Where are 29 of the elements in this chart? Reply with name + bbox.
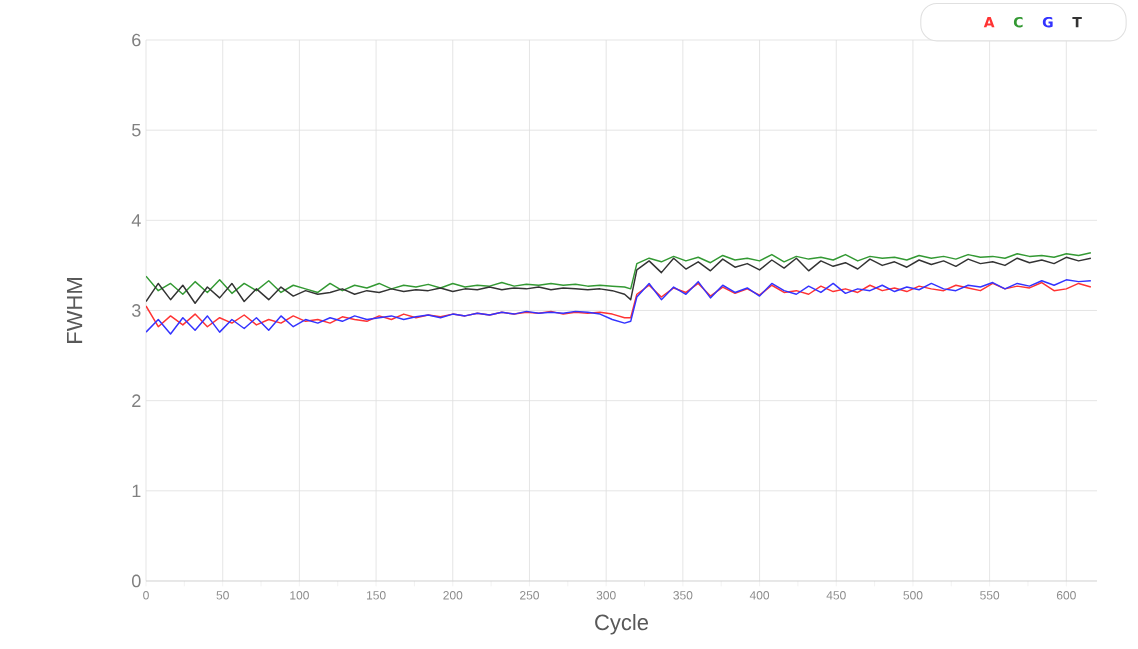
x-tick-label: 200	[443, 591, 463, 600]
y-tick-label: 2	[132, 394, 141, 407]
text: T	[1072, 17, 1082, 28]
text: C	[1013, 16, 1023, 28]
y-tick-label: 5	[132, 123, 141, 137]
text: G	[1042, 16, 1053, 28]
x-tick-label: 350	[673, 591, 693, 600]
y-axis-title: FWHM	[67, 278, 83, 343]
y-tick-label: 1	[132, 484, 141, 498]
y-tick-label: 0	[132, 574, 141, 588]
y-tick-label: 3	[131, 304, 141, 317]
x-tick-label: 450	[826, 591, 846, 600]
x-axis-title: Cycle	[595, 614, 649, 635]
text: A	[983, 17, 995, 28]
x-tick-label: 0	[143, 591, 149, 600]
x-tick-label: 500	[903, 591, 923, 600]
x-tick-label: 300	[596, 591, 616, 600]
y-tick-label: 4	[131, 214, 141, 227]
line-series	[146, 256, 1092, 305]
line-series	[146, 252, 1092, 295]
line-series	[146, 281, 1092, 328]
x-tick-label: 600	[1056, 591, 1076, 600]
x-tick-label: 150	[367, 591, 386, 600]
x-tick-label: 250	[520, 591, 540, 600]
x-tick-label: 550	[980, 591, 1000, 600]
x-tick-label: 400	[749, 591, 770, 600]
x-tick-label: 50	[216, 591, 229, 600]
y-tick-label: 6	[132, 33, 141, 47]
x-tick-label: 100	[290, 591, 309, 600]
